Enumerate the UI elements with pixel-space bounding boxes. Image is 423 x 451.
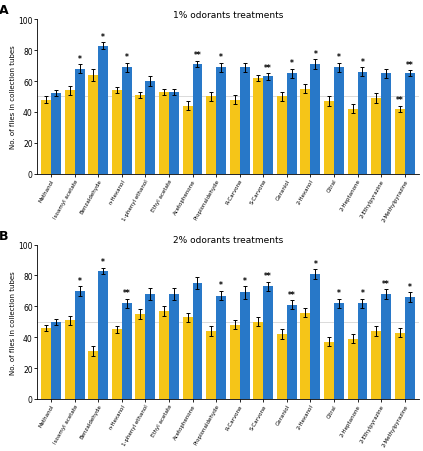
Text: *: * xyxy=(360,289,365,297)
Bar xyxy=(240,68,250,174)
Bar xyxy=(357,304,368,399)
Bar xyxy=(51,322,61,399)
Bar xyxy=(357,73,368,174)
Bar xyxy=(324,102,334,174)
Bar xyxy=(334,304,344,399)
Bar xyxy=(41,328,51,399)
Bar xyxy=(112,330,122,399)
Bar xyxy=(183,318,192,399)
Bar xyxy=(395,110,405,174)
Text: **: ** xyxy=(382,279,390,288)
Text: *: * xyxy=(290,59,294,68)
Bar xyxy=(65,91,75,174)
Bar xyxy=(348,339,357,399)
Bar xyxy=(51,94,61,174)
Text: *: * xyxy=(125,53,129,62)
Bar xyxy=(381,295,391,399)
Bar xyxy=(216,68,226,174)
Bar xyxy=(122,68,132,174)
Bar xyxy=(169,92,179,174)
Bar xyxy=(300,90,310,174)
Bar xyxy=(135,314,146,399)
Bar xyxy=(263,77,273,174)
Bar xyxy=(88,351,98,399)
Bar xyxy=(277,334,287,399)
Text: *: * xyxy=(78,55,82,64)
Bar xyxy=(88,76,98,174)
Bar xyxy=(159,311,169,399)
Text: **: ** xyxy=(123,289,131,297)
Bar xyxy=(405,297,415,399)
Title: 2% odorants treatments: 2% odorants treatments xyxy=(173,235,283,244)
Y-axis label: No. of flies in collection tubes: No. of flies in collection tubes xyxy=(9,46,16,149)
Text: **: ** xyxy=(194,51,201,60)
Bar xyxy=(122,304,132,399)
Bar xyxy=(381,74,391,174)
Text: *: * xyxy=(101,33,105,42)
Bar xyxy=(310,65,320,174)
Bar xyxy=(75,291,85,399)
Text: *: * xyxy=(219,281,223,290)
Bar xyxy=(146,82,155,174)
Bar xyxy=(405,74,415,174)
Bar xyxy=(98,271,108,399)
Title: 1% odorants treatments: 1% odorants treatments xyxy=(173,10,283,19)
Text: **: ** xyxy=(406,60,414,69)
Bar xyxy=(310,274,320,399)
Text: *: * xyxy=(408,282,412,291)
Bar xyxy=(287,74,297,174)
Text: **: ** xyxy=(264,64,272,73)
Y-axis label: No. of flies in collection tubes: No. of flies in collection tubes xyxy=(9,270,16,374)
Bar xyxy=(371,99,381,174)
Bar xyxy=(334,68,344,174)
Bar xyxy=(192,65,203,174)
Text: A: A xyxy=(0,4,8,17)
Text: **: ** xyxy=(396,96,404,105)
Bar xyxy=(183,106,192,174)
Bar xyxy=(263,287,273,399)
Bar xyxy=(240,293,250,399)
Text: **: ** xyxy=(288,290,296,299)
Bar xyxy=(230,100,240,174)
Text: *: * xyxy=(101,258,105,267)
Bar xyxy=(395,333,405,399)
Bar xyxy=(277,97,287,174)
Bar xyxy=(324,342,334,399)
Bar xyxy=(206,97,216,174)
Bar xyxy=(169,295,179,399)
Bar xyxy=(112,91,122,174)
Bar xyxy=(159,92,169,174)
Text: B: B xyxy=(0,229,8,242)
Text: *: * xyxy=(313,50,317,59)
Bar xyxy=(300,313,310,399)
Bar xyxy=(287,305,297,399)
Text: *: * xyxy=(337,289,341,297)
Bar xyxy=(75,69,85,174)
Text: *: * xyxy=(360,57,365,66)
Bar xyxy=(135,96,146,174)
Bar xyxy=(41,100,51,174)
Bar xyxy=(206,331,216,399)
Bar xyxy=(65,321,75,399)
Text: *: * xyxy=(219,53,223,62)
Bar xyxy=(192,284,203,399)
Bar xyxy=(146,295,155,399)
Bar xyxy=(216,296,226,399)
Bar xyxy=(230,325,240,399)
Text: *: * xyxy=(337,53,341,62)
Bar xyxy=(253,79,263,174)
Text: **: ** xyxy=(264,272,272,281)
Bar xyxy=(98,46,108,174)
Text: *: * xyxy=(78,276,82,285)
Bar xyxy=(253,322,263,399)
Bar xyxy=(348,110,357,174)
Text: *: * xyxy=(243,276,247,285)
Text: *: * xyxy=(313,259,317,268)
Bar xyxy=(371,331,381,399)
